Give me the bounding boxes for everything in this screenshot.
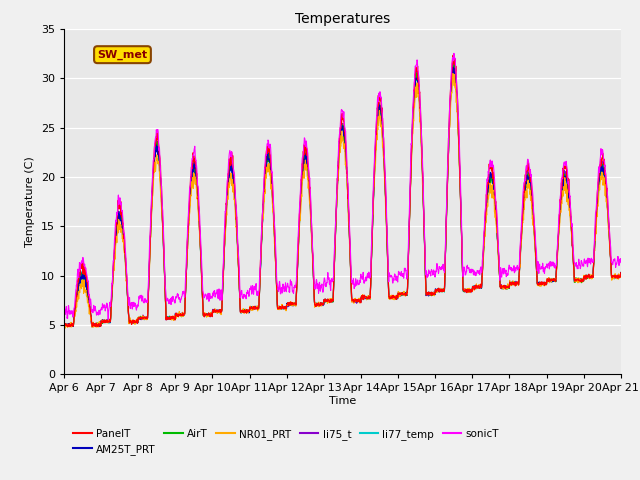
AirT bbox=[359, 293, 367, 299]
AM25T_PRT bbox=[95, 324, 103, 330]
NR01_PRT bbox=[371, 169, 379, 175]
AirT bbox=[617, 270, 625, 276]
PanelT bbox=[449, 52, 457, 58]
Line: NR01_PRT: NR01_PRT bbox=[64, 73, 621, 328]
AM25T_PRT bbox=[617, 270, 625, 276]
li75_t bbox=[584, 274, 591, 279]
li75_t bbox=[90, 324, 97, 329]
AirT bbox=[505, 285, 513, 290]
AM25T_PRT bbox=[568, 236, 576, 241]
li77_temp bbox=[505, 284, 513, 289]
AM25T_PRT bbox=[359, 294, 367, 300]
X-axis label: Time: Time bbox=[329, 396, 356, 406]
Line: sonicT: sonicT bbox=[64, 53, 621, 319]
NR01_PRT bbox=[568, 241, 576, 247]
li77_temp bbox=[371, 162, 379, 168]
sonicT bbox=[216, 293, 223, 299]
AirT bbox=[88, 324, 96, 330]
AirT bbox=[568, 236, 576, 242]
li77_temp bbox=[216, 309, 223, 315]
AM25T_PRT bbox=[60, 322, 68, 328]
Line: PanelT: PanelT bbox=[64, 55, 621, 327]
sonicT bbox=[450, 50, 458, 56]
li75_t bbox=[505, 284, 513, 290]
AirT bbox=[451, 62, 458, 68]
sonicT bbox=[359, 274, 367, 279]
AM25T_PRT bbox=[371, 162, 379, 168]
AM25T_PRT bbox=[216, 310, 223, 315]
sonicT bbox=[568, 221, 576, 227]
Legend: PanelT, AM25T_PRT, AirT, NR01_PRT, li75_t, li77_temp, sonicT: PanelT, AM25T_PRT, AirT, NR01_PRT, li75_… bbox=[69, 424, 503, 459]
Line: AirT: AirT bbox=[64, 65, 621, 327]
PanelT bbox=[371, 156, 379, 162]
li77_temp bbox=[617, 271, 625, 276]
li75_t bbox=[617, 270, 625, 276]
NR01_PRT bbox=[617, 272, 625, 277]
li77_temp bbox=[584, 273, 591, 279]
PanelT bbox=[60, 322, 68, 327]
PanelT bbox=[584, 273, 591, 279]
li77_temp bbox=[60, 323, 68, 328]
li77_temp bbox=[568, 236, 576, 241]
PanelT bbox=[359, 294, 367, 300]
PanelT bbox=[617, 270, 625, 276]
Title: Temperatures: Temperatures bbox=[295, 12, 390, 26]
AM25T_PRT bbox=[584, 274, 591, 280]
li77_temp bbox=[451, 63, 458, 69]
NR01_PRT bbox=[505, 284, 513, 289]
li75_t bbox=[60, 322, 68, 327]
Line: AM25T_PRT: AM25T_PRT bbox=[64, 67, 621, 327]
sonicT bbox=[584, 264, 591, 270]
AirT bbox=[216, 310, 223, 316]
li77_temp bbox=[359, 295, 367, 300]
NR01_PRT bbox=[584, 273, 591, 279]
AirT bbox=[60, 323, 68, 328]
NR01_PRT bbox=[60, 322, 68, 328]
AM25T_PRT bbox=[505, 284, 513, 290]
sonicT bbox=[505, 264, 513, 270]
AirT bbox=[371, 160, 379, 166]
li75_t bbox=[450, 58, 458, 64]
Text: SW_met: SW_met bbox=[97, 49, 148, 60]
NR01_PRT bbox=[216, 309, 223, 314]
NR01_PRT bbox=[61, 325, 69, 331]
NR01_PRT bbox=[359, 292, 367, 298]
li77_temp bbox=[67, 324, 75, 330]
Line: li77_temp: li77_temp bbox=[64, 66, 621, 327]
PanelT bbox=[88, 324, 96, 330]
sonicT bbox=[60, 314, 68, 320]
PanelT bbox=[505, 285, 513, 291]
sonicT bbox=[617, 260, 625, 265]
Y-axis label: Temperature (C): Temperature (C) bbox=[26, 156, 35, 247]
li75_t bbox=[216, 308, 223, 313]
PanelT bbox=[568, 232, 576, 238]
NR01_PRT bbox=[449, 71, 457, 76]
li75_t bbox=[371, 158, 379, 164]
sonicT bbox=[104, 316, 112, 322]
sonicT bbox=[371, 147, 379, 153]
Line: li75_t: li75_t bbox=[64, 61, 621, 326]
li75_t bbox=[568, 239, 576, 244]
AirT bbox=[584, 274, 591, 280]
PanelT bbox=[216, 307, 223, 313]
AM25T_PRT bbox=[449, 64, 457, 70]
li75_t bbox=[359, 293, 367, 299]
